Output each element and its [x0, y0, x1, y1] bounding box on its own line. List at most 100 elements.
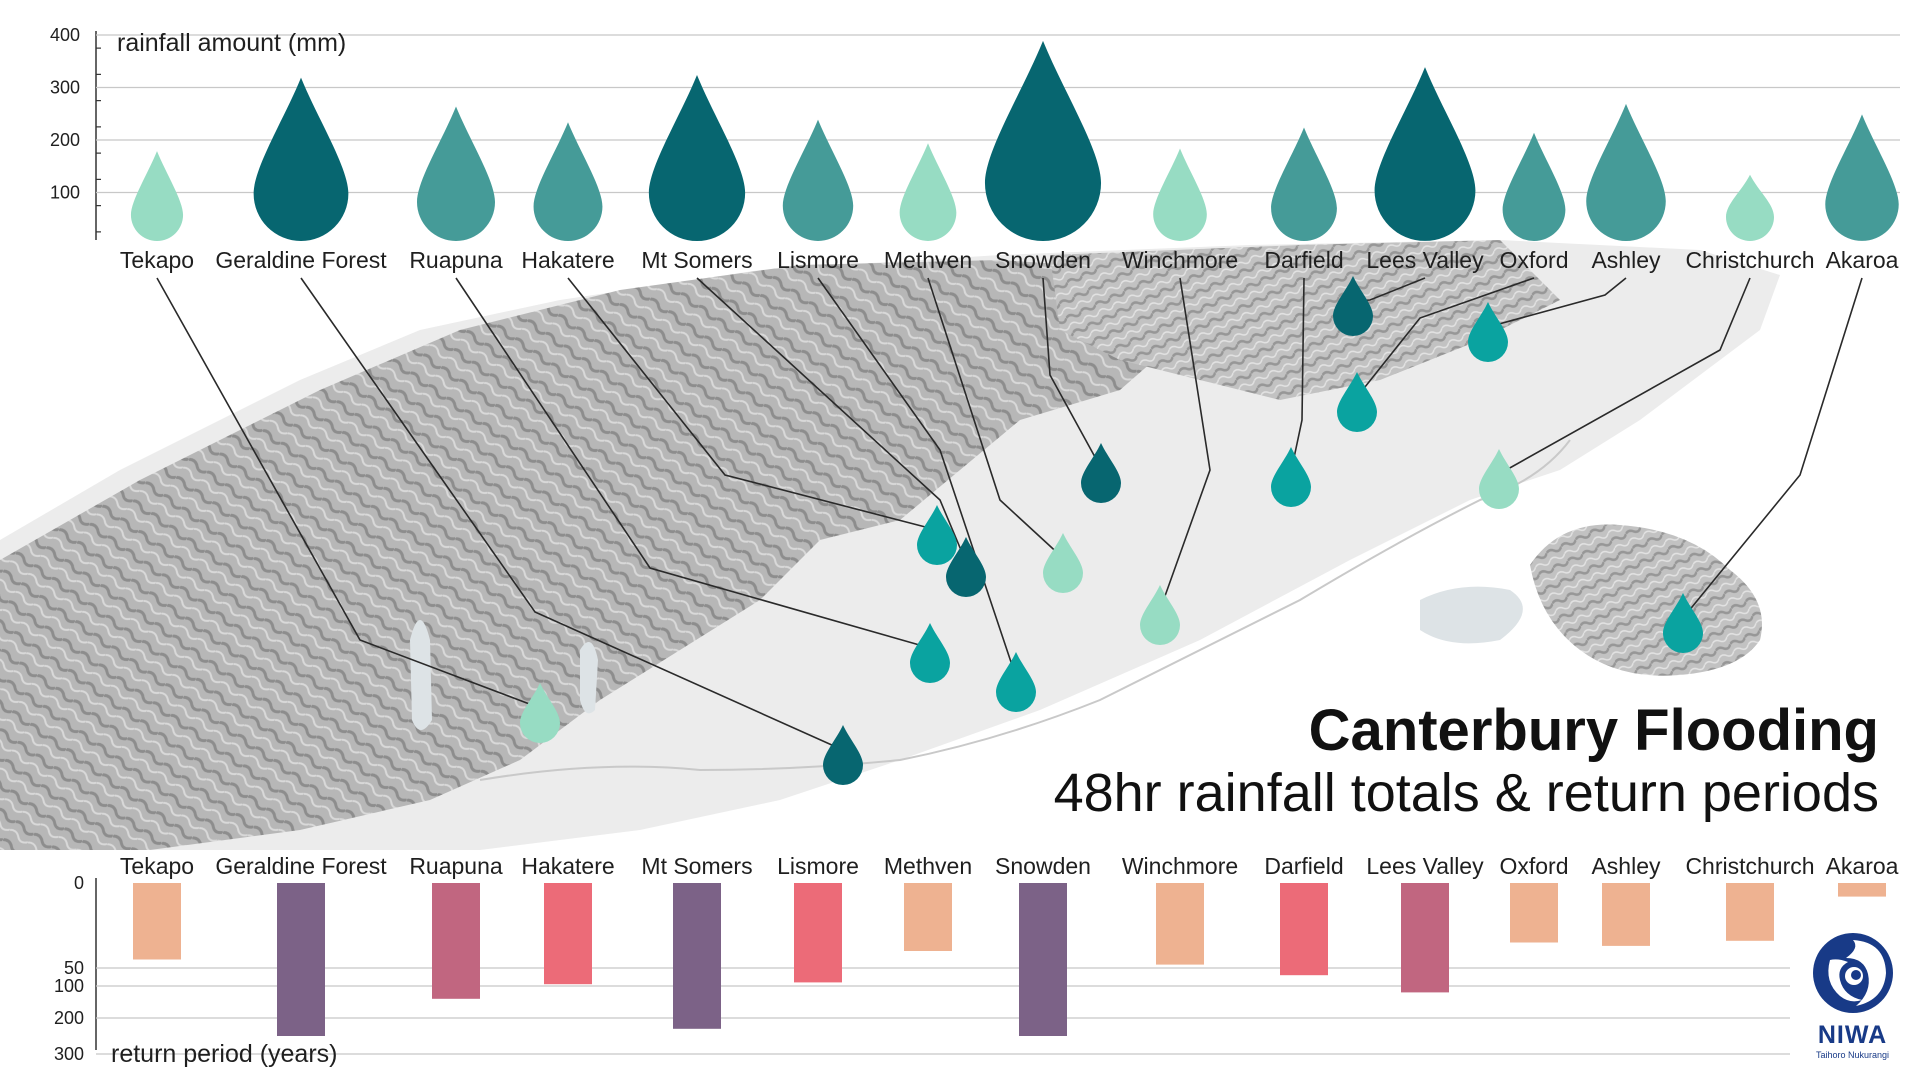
return-period-tick-label: 0: [74, 873, 84, 893]
rainfall-drop-winchmore: [1153, 148, 1207, 241]
connector-mt-somers: [696, 277, 967, 563]
return-period-label-ruapuna: Ruapuna: [409, 853, 503, 879]
rainfall-drop-tekapo: [130, 151, 184, 241]
rainfall-label-tekapo: Tekapo: [120, 247, 194, 273]
return-period-label-hakatere: Hakatere: [521, 853, 614, 879]
return-period-bar-akaroa: [1838, 883, 1886, 897]
return-period-label-mt-somers: Mt Somers: [641, 853, 752, 879]
niwa-swirl-icon: [1812, 933, 1893, 1013]
return-period-label-methven: Methven: [884, 853, 972, 879]
return-period-bar-snowden: [1019, 883, 1067, 1036]
connector-ashley: [1487, 277, 1627, 328]
map-drop-ashley: [1468, 302, 1508, 362]
connector-tekapo: [156, 277, 541, 709]
rainfall-label-hakatere: Hakatere: [521, 247, 614, 273]
station-connectors: [156, 277, 1863, 751]
connector-methven: [927, 277, 1064, 559]
connector-winchmore: [1159, 277, 1211, 611]
rainfall-tick-label: 400: [50, 25, 80, 45]
rainfall-label-winchmore: Winchmore: [1122, 247, 1238, 273]
return-period-bar-mt-somers: [673, 883, 721, 1029]
return-period-bar-winchmore: [1156, 883, 1204, 965]
connector-lismore: [817, 277, 1017, 678]
return-period-tick-label: 200: [54, 1008, 84, 1028]
return-period-tick-label: 50: [64, 958, 84, 978]
rainfall-axis-label: rainfall amount (mm): [117, 29, 346, 57]
rainfall-drop-geraldine-forest: [253, 77, 349, 242]
rainfall-drop-christchurch: [1726, 174, 1774, 241]
return-period-bars: [133, 883, 1886, 1036]
return-period-bar-lismore: [794, 883, 842, 983]
rainfall-drop-ashley: [1586, 103, 1666, 241]
return-period-label-lees-valley: Lees Valley: [1366, 853, 1484, 879]
connector-christchurch: [1498, 277, 1751, 475]
return-period-label-christchurch: Christchurch: [1685, 853, 1814, 879]
map-drop-oxford: [1337, 372, 1377, 432]
rainfall-label-christchurch: Christchurch: [1685, 247, 1814, 273]
map-drop-ruapuna: [910, 623, 950, 683]
connector-snowden: [1042, 277, 1102, 469]
rainfall-drop-darfield: [1271, 127, 1337, 242]
map-drop-lismore: [996, 652, 1036, 712]
return-period-bar-darfield: [1280, 883, 1328, 976]
rainfall-drop-lees-valley: [1374, 67, 1476, 241]
map-station-drops: [520, 276, 1703, 785]
map-drop-darfield: [1271, 447, 1311, 507]
map-drop-snowden: [1081, 443, 1121, 503]
return-period-label-ashley: Ashley: [1591, 853, 1661, 879]
rainfall-label-lismore: Lismore: [777, 247, 859, 273]
return-period-bar-christchurch: [1726, 883, 1774, 941]
return-period-bar-oxford: [1510, 883, 1558, 943]
rainfall-station-labels: Tekapo Geraldine Forest Ruapuna Hakatere Mt …: [120, 247, 1899, 273]
rainfall-label-geraldine-forest: Geraldine Forest: [215, 247, 387, 273]
map-drop-christchurch: [1479, 449, 1519, 509]
connector-hakatere: [567, 277, 938, 531]
rainfall-drop-methven: [899, 143, 957, 241]
rainfall-drops: [130, 40, 1899, 242]
rainfall-drop-oxford: [1502, 132, 1566, 241]
logo-wordmark: NIWA: [1817, 1021, 1888, 1049]
return-period-tick-label: 100: [54, 976, 84, 996]
map-drop-tekapo: [520, 683, 560, 743]
return-period-label-geraldine-forest: Geraldine Forest: [215, 853, 387, 879]
return-period-label-snowden: Snowden: [995, 853, 1091, 879]
map-drop-mt-somers: [946, 537, 986, 597]
map-drop-lees-valley: [1333, 276, 1373, 336]
rainfall-label-methven: Methven: [884, 247, 972, 273]
connector-oxford: [1356, 277, 1535, 398]
chart-title: Canterbury Flooding: [1308, 698, 1879, 763]
rainfall-drop-ruapuna: [416, 106, 496, 241]
connector-geraldine-forest: [300, 277, 844, 751]
connector-ruapuna: [455, 277, 931, 649]
return-period-bar-geraldine-forest: [277, 883, 325, 1036]
rainfall-label-ruapuna: Ruapuna: [409, 247, 503, 273]
return-period-bar-lees-valley: [1401, 883, 1449, 993]
rainfall-label-akaroa: Akaroa: [1826, 247, 1899, 273]
return-period-station-labels: Tekapo Geraldine Forest Ruapuna Hakatere Mt …: [120, 853, 1899, 879]
title-block: Canterbury Flooding 48hr rainfall totals…: [1054, 700, 1879, 824]
rainfall-label-darfield: Darfield: [1264, 247, 1343, 273]
rainfall-label-snowden: Snowden: [995, 247, 1091, 273]
return-period-label-winchmore: Winchmore: [1122, 853, 1238, 879]
map-drop-methven: [1043, 533, 1083, 593]
return-period-label-tekapo: Tekapo: [120, 853, 194, 879]
rainfall-tick-label: 200: [50, 130, 80, 150]
rainfall-drop-mt-somers: [648, 75, 746, 241]
return-period-gridlines: [96, 967, 1790, 1055]
return-period-label-lismore: Lismore: [777, 853, 859, 879]
connector-akaroa: [1682, 277, 1863, 619]
niwa-logo: NIWA Taihoro Nukurangi: [1805, 930, 1900, 1065]
return-period-tick-label: 300: [54, 1044, 84, 1064]
chart-subtitle: 48hr rainfall totals & return periods: [1053, 763, 1879, 823]
return-period-bar-hakatere: [544, 883, 592, 985]
rainfall-drop-akaroa: [1825, 114, 1899, 241]
return-period-bar-ashley: [1602, 883, 1650, 946]
logo-tagline: Taihoro Nukurangi: [1815, 1050, 1890, 1060]
rainfall-drop-hakatere: [533, 122, 603, 241]
rainfall-drop-lismore: [782, 119, 854, 241]
map-drop-geraldine-forest: [823, 725, 863, 785]
return-period-bar-methven: [904, 883, 952, 951]
